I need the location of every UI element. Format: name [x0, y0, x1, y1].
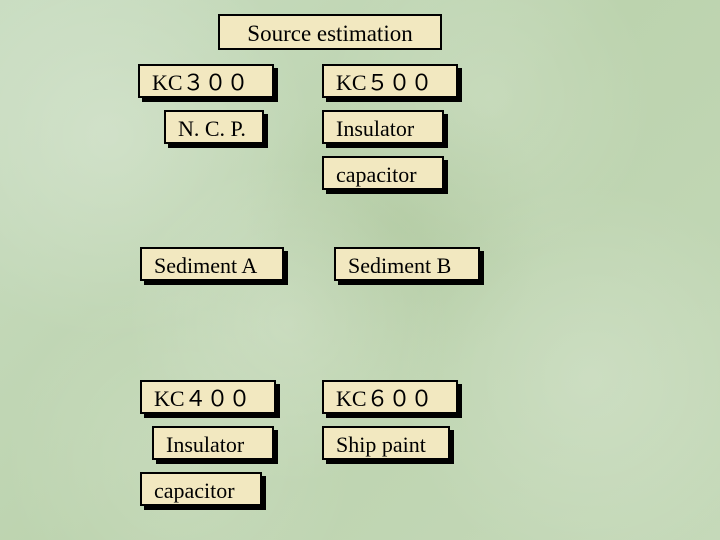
label-kc600: KC６００: [336, 386, 433, 411]
label-kc400: KC４００: [154, 386, 251, 411]
box-kc400: KC４００: [140, 380, 276, 414]
box-source-estimation: Source estimation: [218, 14, 442, 50]
box-ncp: N. C. P.: [164, 110, 264, 144]
label-kc500: KC５００: [336, 70, 433, 95]
box-kc300: KC３００: [138, 64, 274, 98]
box-sediment-a: Sediment A: [140, 247, 284, 281]
label-capacitor-bottom: capacitor: [154, 478, 235, 503]
box-capacitor-top: capacitor: [322, 156, 444, 190]
box-insulator-bottom: Insulator: [152, 426, 274, 460]
label-insulator-bottom: Insulator: [166, 432, 244, 457]
box-kc500: KC５００: [322, 64, 458, 98]
box-kc600: KC６００: [322, 380, 458, 414]
label-sediment-b: Sediment B: [348, 253, 451, 278]
label-ncp: N. C. P.: [178, 116, 246, 141]
label-insulator-top: Insulator: [336, 116, 414, 141]
label-sediment-a: Sediment A: [154, 253, 257, 278]
box-capacitor-bottom: capacitor: [140, 472, 262, 506]
box-insulator-top: Insulator: [322, 110, 444, 144]
label-ship-paint: Ship paint: [336, 432, 426, 457]
label-kc300: KC３００: [152, 70, 249, 95]
box-ship-paint: Ship paint: [322, 426, 450, 460]
box-sediment-b: Sediment B: [334, 247, 480, 281]
label-source-estimation: Source estimation: [247, 21, 412, 46]
label-capacitor-top: capacitor: [336, 162, 417, 187]
